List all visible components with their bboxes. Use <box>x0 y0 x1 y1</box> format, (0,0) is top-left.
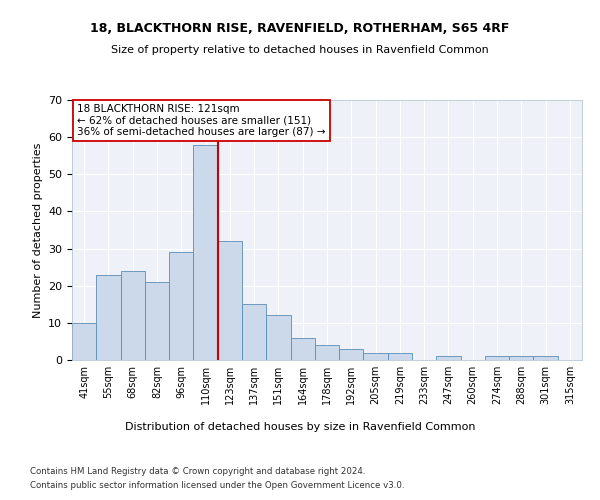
Y-axis label: Number of detached properties: Number of detached properties <box>32 142 43 318</box>
Text: Distribution of detached houses by size in Ravenfield Common: Distribution of detached houses by size … <box>125 422 475 432</box>
Bar <box>485 356 509 360</box>
Text: Contains HM Land Registry data © Crown copyright and database right 2024.: Contains HM Land Registry data © Crown c… <box>30 468 365 476</box>
Text: Contains public sector information licensed under the Open Government Licence v3: Contains public sector information licen… <box>30 481 404 490</box>
Bar <box>193 144 218 360</box>
Bar <box>96 274 121 360</box>
Bar <box>72 323 96 360</box>
Bar <box>315 345 339 360</box>
Text: Size of property relative to detached houses in Ravenfield Common: Size of property relative to detached ho… <box>111 45 489 55</box>
Bar <box>339 349 364 360</box>
Bar <box>364 352 388 360</box>
Bar <box>121 271 145 360</box>
Bar <box>533 356 558 360</box>
Bar <box>218 241 242 360</box>
Bar <box>242 304 266 360</box>
Text: 18, BLACKTHORN RISE, RAVENFIELD, ROTHERHAM, S65 4RF: 18, BLACKTHORN RISE, RAVENFIELD, ROTHERH… <box>91 22 509 36</box>
Bar <box>290 338 315 360</box>
Bar <box>145 282 169 360</box>
Bar <box>169 252 193 360</box>
Bar <box>266 316 290 360</box>
Bar <box>388 352 412 360</box>
Text: 18 BLACKTHORN RISE: 121sqm
← 62% of detached houses are smaller (151)
36% of sem: 18 BLACKTHORN RISE: 121sqm ← 62% of deta… <box>77 104 326 137</box>
Bar <box>436 356 461 360</box>
Bar <box>509 356 533 360</box>
